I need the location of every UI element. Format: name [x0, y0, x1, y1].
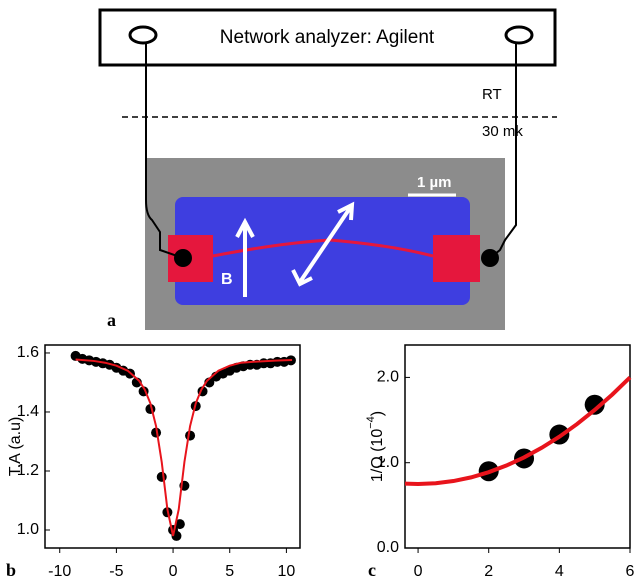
- field-label: B: [221, 271, 233, 288]
- y-tick-label: 1.6: [17, 344, 39, 361]
- x-tick-label: 0: [169, 563, 178, 580]
- y-axis-label: T.A (a.u): [7, 417, 24, 477]
- pad: [433, 235, 480, 282]
- contact: [174, 249, 192, 267]
- page: Network analyzer: Agilent RT 30 mk 1 µm …: [0, 0, 644, 585]
- fit-line: [76, 359, 292, 535]
- x-tick-label: 6: [626, 563, 635, 580]
- panel-label: b: [6, 560, 16, 580]
- plot-frame: [405, 345, 630, 548]
- x-tick-label: 2: [484, 563, 493, 580]
- y-axis-label-part: ): [369, 411, 386, 416]
- cold-label: 30 mk: [482, 123, 523, 140]
- contact: [481, 249, 499, 267]
- x-tick-label: 4: [555, 563, 564, 580]
- y-tick-label: 2.0: [377, 369, 399, 386]
- analyzer-label: Network analyzer: Agilent: [220, 27, 435, 48]
- plot-frame: [45, 345, 300, 548]
- port: [506, 27, 532, 43]
- fit-line: [405, 377, 630, 484]
- scale-label: 1 µm: [417, 174, 452, 191]
- port: [130, 27, 156, 43]
- x-tick-label: 10: [278, 563, 296, 580]
- x-tick-label: -10: [48, 563, 71, 580]
- x-tick-label: 0: [414, 563, 423, 580]
- y-axis-label: 1/Q (10−4): [365, 411, 386, 482]
- panel-label: c: [368, 560, 376, 580]
- y-axis-label-part: −4: [365, 416, 377, 429]
- panel-label: a: [107, 310, 116, 330]
- y-axis-label-part: 1/Q (10: [369, 429, 386, 482]
- figure: Network analyzer: Agilent RT 30 mk 1 µm …: [0, 0, 644, 585]
- rt-label: RT: [482, 86, 502, 103]
- y-tick-label: 1.0: [17, 521, 39, 538]
- data-point: [157, 472, 167, 482]
- y-tick-label: 0.0: [377, 539, 399, 556]
- x-tick-label: -5: [109, 563, 123, 580]
- x-tick-label: 5: [225, 563, 234, 580]
